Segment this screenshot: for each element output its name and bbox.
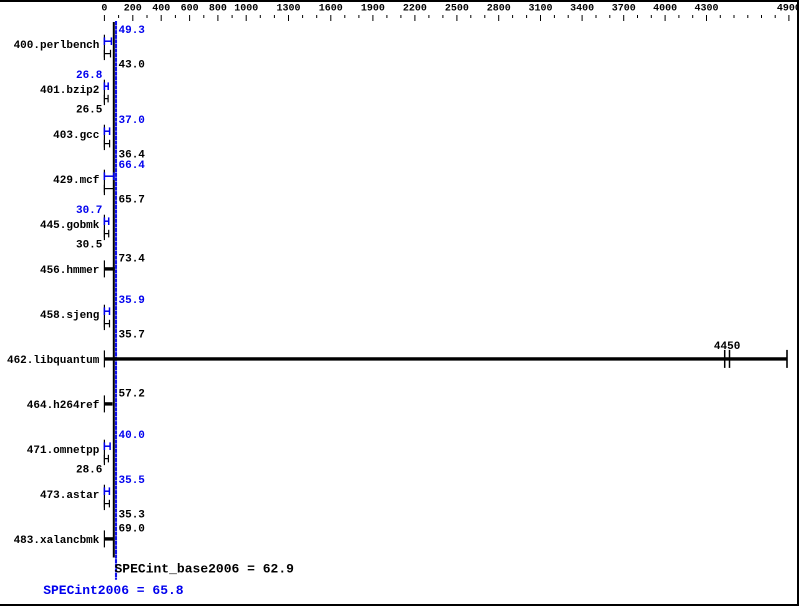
- svg-text:2500: 2500: [445, 4, 469, 15]
- svg-text:4000: 4000: [653, 4, 677, 15]
- svg-text:4450: 4450: [714, 341, 740, 353]
- svg-text:471.omnetpp: 471.omnetpp: [27, 445, 100, 457]
- svg-text:40.0: 40.0: [119, 430, 145, 442]
- svg-text:35.5: 35.5: [119, 475, 146, 487]
- svg-text:429.mcf: 429.mcf: [53, 175, 100, 187]
- svg-text:28.6: 28.6: [76, 465, 102, 477]
- svg-text:403.gcc: 403.gcc: [53, 130, 99, 142]
- svg-text:49.3: 49.3: [119, 25, 146, 37]
- svg-text:800: 800: [209, 4, 227, 15]
- svg-text:2800: 2800: [487, 4, 511, 15]
- svg-text:30.5: 30.5: [76, 240, 103, 252]
- svg-text:458.sjeng: 458.sjeng: [40, 310, 99, 322]
- svg-text:SPECint2006 = 65.8: SPECint2006 = 65.8: [43, 583, 184, 598]
- svg-text:462.libquantum: 462.libquantum: [7, 355, 100, 367]
- svg-text:2200: 2200: [403, 4, 427, 15]
- svg-text:35.9: 35.9: [119, 295, 145, 307]
- svg-text:483.xalancbmk: 483.xalancbmk: [14, 535, 100, 547]
- svg-text:400: 400: [152, 4, 170, 15]
- svg-text:26.5: 26.5: [76, 105, 103, 117]
- svg-text:200: 200: [124, 4, 142, 15]
- svg-text:3400: 3400: [570, 4, 594, 15]
- svg-text:3700: 3700: [612, 4, 636, 15]
- svg-text:456.hmmer: 456.hmmer: [40, 265, 99, 277]
- svg-text:35.3: 35.3: [119, 510, 146, 522]
- svg-text:1000: 1000: [234, 4, 258, 15]
- svg-text:445.gobmk: 445.gobmk: [40, 220, 100, 232]
- svg-text:73.4: 73.4: [119, 253, 146, 265]
- svg-text:1300: 1300: [276, 4, 300, 15]
- svg-text:69.0: 69.0: [119, 523, 145, 535]
- svg-text:4900: 4900: [777, 4, 799, 15]
- svg-text:464.h264ref: 464.h264ref: [27, 400, 100, 412]
- svg-text:600: 600: [181, 4, 199, 15]
- svg-text:35.7: 35.7: [119, 330, 145, 342]
- svg-text:43.0: 43.0: [119, 60, 145, 72]
- svg-text:1600: 1600: [319, 4, 343, 15]
- svg-text:473.astar: 473.astar: [40, 490, 99, 502]
- svg-text:0: 0: [101, 4, 107, 15]
- svg-text:4300: 4300: [694, 4, 718, 15]
- svg-text:3100: 3100: [528, 4, 552, 15]
- svg-text:401.bzip2: 401.bzip2: [40, 85, 99, 97]
- svg-text:30.7: 30.7: [76, 205, 102, 217]
- svg-text:66.4: 66.4: [119, 160, 146, 172]
- svg-text:400.perlbench: 400.perlbench: [14, 40, 100, 52]
- svg-text:37.0: 37.0: [119, 115, 145, 127]
- svg-text:26.8: 26.8: [76, 70, 103, 82]
- svg-text:1900: 1900: [361, 4, 385, 15]
- svg-text:57.2: 57.2: [119, 388, 145, 400]
- svg-text:65.7: 65.7: [119, 195, 145, 207]
- svg-text:SPECint_base2006 = 62.9: SPECint_base2006 = 62.9: [115, 562, 295, 577]
